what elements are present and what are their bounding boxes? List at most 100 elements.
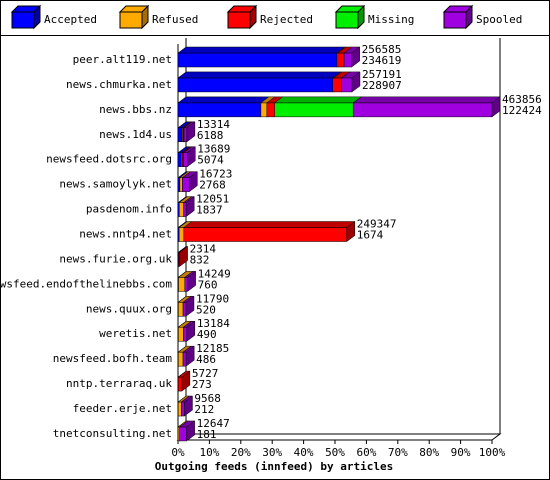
- bar-segment: [182, 177, 190, 192]
- y-tick-label: news.quux.org: [86, 302, 172, 315]
- bar-top-shade: [183, 196, 195, 203]
- offered-label: 249347: [357, 218, 397, 231]
- legend-label: Accepted: [44, 13, 97, 26]
- accepted-label: 832: [190, 253, 210, 266]
- axis-floor: [176, 433, 502, 441]
- bar-segment: [177, 177, 181, 192]
- legend-shade: [142, 6, 148, 28]
- y-tick-label: news.bbs.nz: [99, 103, 172, 116]
- offered-label: 13689: [197, 143, 230, 156]
- y-tick-label: tnetconsulting.net: [53, 427, 172, 440]
- bar-top-shade: [179, 221, 192, 228]
- bar-top-shade: [178, 146, 190, 153]
- bar-segment: [178, 302, 184, 317]
- legend-swatch: [11, 11, 35, 29]
- bar-side-shade: [186, 121, 195, 142]
- bar-segment: [177, 102, 262, 118]
- legend-swatch-side: [249, 4, 257, 30]
- legend-label: Spooled: [476, 13, 522, 26]
- offered-label: 5727: [192, 367, 219, 380]
- accepted-label: 1837: [196, 204, 223, 217]
- bar-segment: [183, 152, 188, 167]
- bar-top-shade: [260, 96, 275, 103]
- bar-segment: [178, 326, 184, 342]
- bar-segment: [183, 326, 188, 342]
- y-tick-label: news.chmurka.net: [66, 78, 172, 91]
- bar-top-shade: [178, 171, 188, 178]
- bar-segment: [184, 277, 188, 292]
- legend-swatch: [443, 11, 467, 29]
- bar-top-shade: [178, 96, 269, 103]
- bar-segment: [178, 351, 184, 367]
- bar-side: [186, 121, 196, 143]
- bar-segment: [183, 202, 187, 217]
- legend-label: Missing: [368, 13, 414, 26]
- x-tick-label: 80%: [419, 446, 439, 459]
- bar-top-shade: [183, 346, 195, 353]
- y-tick-label: news.nntp4.net: [79, 228, 172, 241]
- bar-segment: [183, 127, 188, 143]
- y-tick-label: peer.alt119.net: [73, 53, 172, 66]
- bar-segment: [179, 426, 187, 442]
- legend-shade: [466, 6, 472, 28]
- offered-label: 11790: [196, 292, 229, 305]
- bar-top-shade: [183, 146, 196, 153]
- bar-segment: [178, 227, 185, 242]
- bar-side: [351, 71, 361, 93]
- bar-side-shade: [186, 196, 195, 217]
- bar-segment: [178, 277, 186, 292]
- y-tick-label: nntp.terraraq.uk: [66, 377, 172, 390]
- bar-side: [186, 320, 196, 342]
- bar-side-shade: [184, 396, 193, 417]
- accepted-label: 490: [197, 328, 217, 341]
- bar-top-shade: [181, 396, 193, 403]
- offered-label: 257191: [362, 68, 402, 81]
- accepted-label: 181: [197, 428, 217, 441]
- legend-shade: [250, 6, 256, 28]
- bar-side: [187, 270, 196, 292]
- offered-label: 2314: [190, 242, 217, 255]
- bar-side-shade: [181, 371, 190, 392]
- offered-label: 12647: [197, 417, 230, 430]
- bar-side: [186, 420, 195, 442]
- bar-side: [181, 370, 191, 392]
- bar-top-shade: [178, 296, 192, 303]
- bar-segment: [343, 52, 352, 68]
- offered-label: 463856: [502, 93, 542, 106]
- bar-side: [185, 196, 195, 218]
- bar-segment: [179, 202, 184, 217]
- bar-side-shade: [187, 146, 196, 167]
- bar-side-shade: [492, 96, 500, 117]
- bar-segment: [337, 52, 345, 68]
- bar-top-shade: [183, 296, 194, 303]
- bar-top-shade: [183, 221, 355, 228]
- bar-top-shade: [337, 47, 353, 53]
- bar-top-shade: [178, 71, 341, 78]
- bar-segment: [177, 77, 334, 93]
- y-tick-label: pasdenom.info: [86, 203, 172, 216]
- legend-shade: [358, 6, 364, 28]
- x-tick-label: 50%: [325, 446, 345, 459]
- offered-label: 16723: [199, 168, 232, 181]
- bar-segment: [179, 177, 183, 192]
- legend-swatch-side: [357, 4, 365, 30]
- bar-segment: [177, 376, 183, 392]
- accepted-label: 5074: [197, 154, 224, 167]
- x-tick-label: 70%: [388, 446, 408, 459]
- bar-segment: [182, 351, 187, 367]
- bar-segment: [352, 102, 493, 118]
- bar-segment: [341, 77, 353, 93]
- bar-side-shade: [346, 221, 355, 242]
- x-axis-title: Outgoing feeds (innfeed) by articles: [155, 460, 393, 473]
- bar-segment: [182, 302, 187, 317]
- offered-label: 13314: [197, 118, 230, 131]
- bar-side: [185, 345, 195, 367]
- offered-label: 256585: [362, 43, 402, 56]
- bar-segment: [177, 127, 183, 143]
- bar-top-shade: [178, 396, 190, 403]
- x-tick-label: 10%: [199, 446, 219, 459]
- bar-side: [189, 171, 198, 193]
- y-tick-label: news.samoylyk.net: [59, 178, 172, 191]
- bar-side-shade: [185, 296, 194, 317]
